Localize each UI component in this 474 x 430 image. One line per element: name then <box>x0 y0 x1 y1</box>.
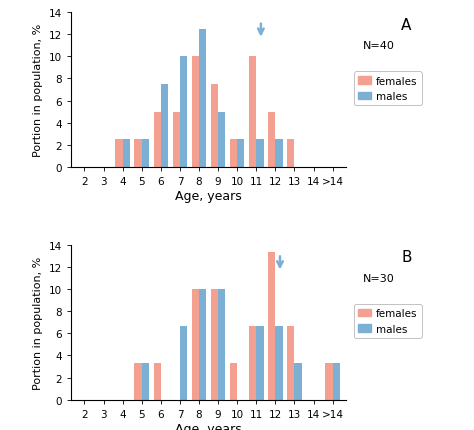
Bar <box>192 289 199 400</box>
Bar <box>325 363 333 400</box>
Text: B: B <box>401 250 412 265</box>
Bar <box>237 140 245 168</box>
Bar <box>135 140 142 168</box>
Bar <box>333 363 340 400</box>
Bar <box>135 363 142 400</box>
X-axis label: Age, years: Age, years <box>175 190 242 203</box>
Legend: females, males: females, males <box>354 304 421 338</box>
Bar <box>211 289 218 400</box>
Bar <box>268 112 275 168</box>
X-axis label: Age, years: Age, years <box>175 422 242 430</box>
Bar <box>161 85 168 168</box>
Bar <box>192 57 199 168</box>
Bar <box>142 140 149 168</box>
Text: N=40: N=40 <box>363 41 395 51</box>
Bar <box>275 140 283 168</box>
Bar <box>180 326 187 400</box>
Bar <box>256 326 264 400</box>
Bar <box>173 112 180 168</box>
Bar <box>287 326 294 400</box>
Bar <box>180 57 187 168</box>
Y-axis label: Portion in population, %: Portion in population, % <box>33 256 43 389</box>
Bar <box>199 30 206 168</box>
Legend: females, males: females, males <box>354 72 421 106</box>
Bar <box>249 326 256 400</box>
Text: N=30: N=30 <box>363 273 395 283</box>
Y-axis label: Portion in population, %: Portion in population, % <box>33 24 43 157</box>
Bar <box>211 85 218 168</box>
Bar <box>154 112 161 168</box>
Bar <box>275 326 283 400</box>
Bar <box>230 140 237 168</box>
Bar <box>230 363 237 400</box>
Text: A: A <box>401 18 412 33</box>
Bar <box>256 140 264 168</box>
Bar <box>294 363 302 400</box>
Bar <box>142 363 149 400</box>
Bar <box>115 140 123 168</box>
Bar <box>218 112 225 168</box>
Bar <box>218 289 225 400</box>
Bar <box>199 289 206 400</box>
Bar <box>123 140 130 168</box>
Bar <box>154 363 161 400</box>
Bar <box>268 252 275 400</box>
Bar <box>249 57 256 168</box>
Bar <box>287 140 294 168</box>
